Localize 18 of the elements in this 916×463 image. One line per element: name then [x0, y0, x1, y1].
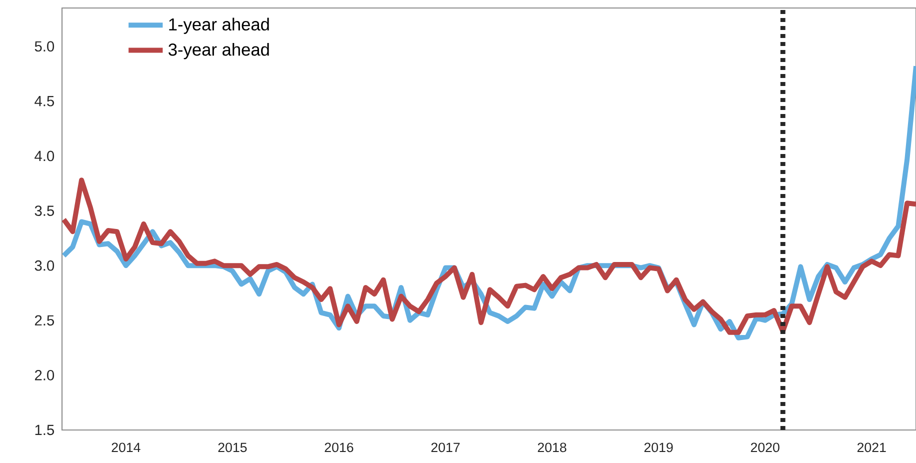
x-tick-label: 2021: [857, 442, 886, 452]
y-tick-label: 3.5: [34, 206, 54, 216]
y-tick-label: 2.0: [34, 370, 54, 380]
y-tick-label: 1.5: [35, 424, 54, 436]
y-tick-label: 5.0: [34, 41, 54, 52]
x-tick-label: 2015: [218, 442, 247, 452]
y-tick-label: 4.0: [34, 150, 54, 162]
y-tick-label: 2.5: [34, 315, 54, 326]
legend-label: 1-year ahead: [169, 18, 269, 34]
legend-label: 3-year ahead: [168, 43, 269, 60]
x-tick-label: 2019: [644, 442, 673, 452]
x-tick-label: 2014: [112, 442, 140, 452]
x-tick-label: 2016: [324, 442, 354, 452]
y-tick-label: 3.0: [34, 260, 54, 271]
x-tick-label: 2020: [750, 442, 780, 452]
x-tick-label: 2018: [538, 442, 566, 452]
x-tick-label: 2017: [431, 442, 460, 452]
y-tick-label: 4.5: [34, 96, 54, 106]
